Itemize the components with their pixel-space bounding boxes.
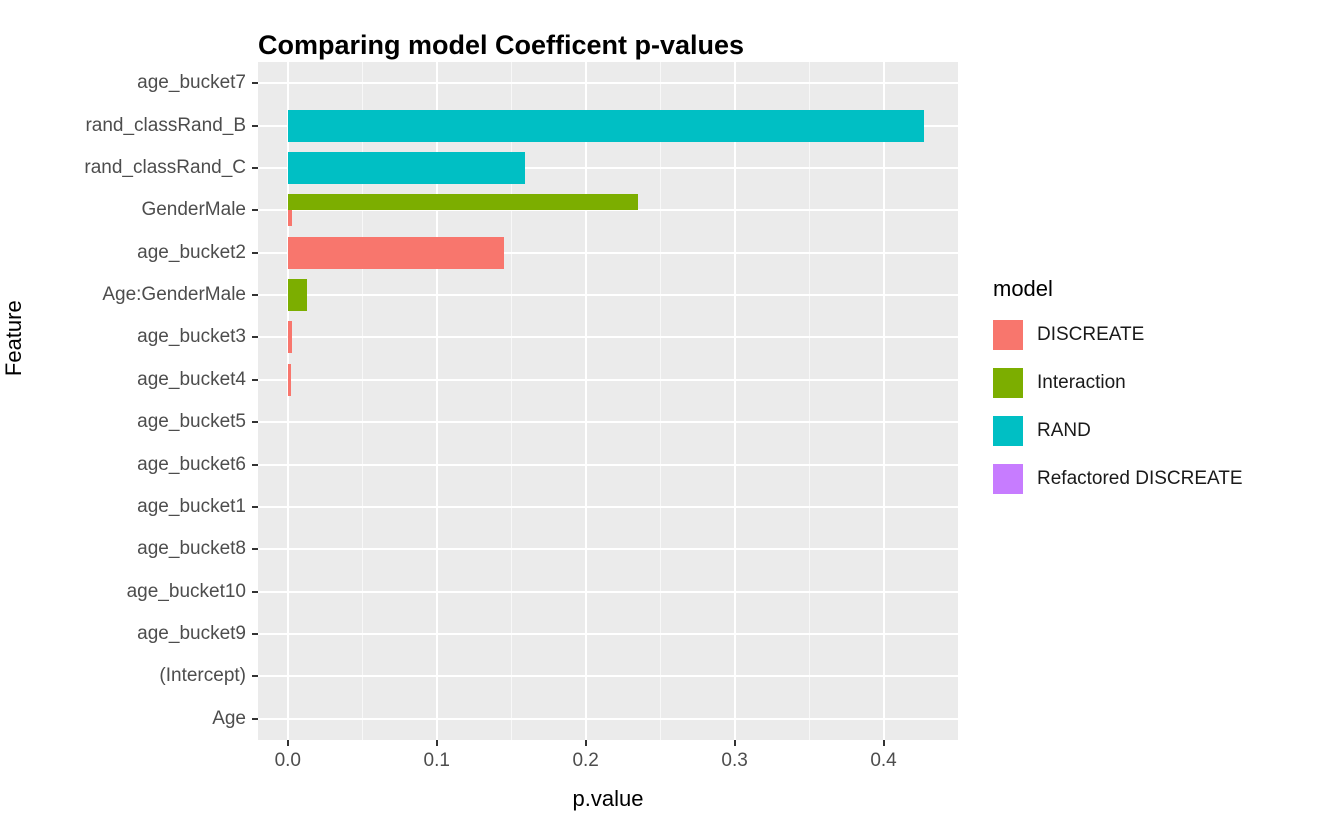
y-tick-label: age_bucket5 <box>137 411 246 433</box>
y-tick-label: age_bucket8 <box>137 538 246 560</box>
y-tick-mark <box>252 717 258 720</box>
x-tick-mark <box>733 740 736 746</box>
y-tick-mark <box>252 124 258 127</box>
x-axis-title: p.value <box>572 786 644 811</box>
bar-Age_GenderMale-Interaction <box>287 279 308 312</box>
gridline-minor <box>957 62 958 740</box>
legend-entry-interaction: Interaction <box>993 366 1243 400</box>
y-tick-label: GenderMale <box>141 199 246 221</box>
x-tick-mark <box>584 740 587 746</box>
gridline-category <box>258 209 958 212</box>
gridline-category <box>258 166 958 169</box>
y-tick-mark <box>252 421 258 424</box>
gridline-category <box>258 251 958 254</box>
y-tick-mark <box>252 633 258 636</box>
gridline-category <box>258 505 958 508</box>
legend-key-swatch <box>993 464 1023 494</box>
legend-entry-discreate: DISCREATE <box>993 318 1243 352</box>
y-tick-label: Age:GenderMale <box>102 284 246 306</box>
legend-key-swatch <box>993 368 1023 398</box>
y-tick-mark <box>252 209 258 212</box>
x-tick-mark <box>286 740 289 746</box>
x-tick-label: 0.3 <box>721 750 748 771</box>
legend-key-swatch <box>993 416 1023 446</box>
y-tick-label: age_bucket2 <box>137 241 246 263</box>
gridline-minor <box>510 62 512 740</box>
y-axis-title: Feature <box>1 300 26 377</box>
bar-rand_classRand_B-RAND <box>287 109 924 142</box>
y-tick-label: age_bucket6 <box>137 453 246 475</box>
gridline-category <box>258 421 958 424</box>
y-tick-label: age_bucket3 <box>137 326 246 348</box>
bar-GenderMale-DISCREATE <box>287 210 293 227</box>
y-tick-mark <box>252 675 258 678</box>
x-tick-label: 0.4 <box>870 750 897 771</box>
gridline-major <box>733 62 736 740</box>
bar-GenderMale-Interaction <box>287 194 638 211</box>
bar-age_bucket2-DISCREATE <box>287 236 504 269</box>
gridline-category <box>258 675 958 678</box>
legend-entry-refactored-discreate: Refactored DISCREATE <box>993 462 1243 496</box>
gridline-category <box>258 463 958 466</box>
gridline-category <box>258 717 958 720</box>
y-tick-label: (Intercept) <box>159 665 246 687</box>
y-tick-label: age_bucket4 <box>137 368 246 390</box>
legend: model DISCREATE Interaction RAND Refactored… <box>993 276 1243 510</box>
gridline-category <box>258 378 958 381</box>
gridline-category <box>258 590 958 593</box>
legend-label: DISCREATE <box>1037 324 1145 345</box>
y-tick-mark <box>252 294 258 297</box>
gridline-major <box>286 62 289 740</box>
legend-key-swatch <box>993 320 1023 350</box>
gridline-minor <box>361 62 363 740</box>
legend-label: Refactored DISCREATE <box>1037 468 1243 489</box>
y-tick-label: rand_classRand_C <box>84 156 246 178</box>
y-tick-mark <box>252 336 258 339</box>
gridline-major <box>435 62 438 740</box>
gridline-minor <box>659 62 661 740</box>
bar-age_bucket3-DISCREATE <box>287 321 293 354</box>
y-tick-mark <box>252 548 258 551</box>
y-tick-mark <box>252 463 258 466</box>
legend-entry-rand: RAND <box>993 414 1243 448</box>
y-tick-mark <box>252 82 258 85</box>
y-tick-mark <box>252 505 258 508</box>
y-tick-label: age_bucket1 <box>137 495 246 517</box>
y-tick-mark <box>252 166 258 169</box>
y-tick-label: Age <box>212 707 246 729</box>
y-tick-label: rand_classRand_B <box>85 114 246 136</box>
bar-age_bucket4-DISCREATE <box>287 363 291 396</box>
y-tick-mark <box>252 590 258 593</box>
gridline-category <box>258 294 958 297</box>
chart-title: Comparing model Coefficent p-values <box>258 30 745 61</box>
x-tick-label: 0.0 <box>274 750 301 771</box>
gridline-category <box>258 82 958 85</box>
x-tick-label: 0.2 <box>572 750 599 771</box>
y-tick-mark <box>252 378 258 381</box>
gridline-category <box>258 336 958 339</box>
legend-label: Interaction <box>1037 372 1126 393</box>
x-tick-mark <box>882 740 885 746</box>
x-tick-label: 0.1 <box>423 750 450 771</box>
gridline-minor <box>808 62 810 740</box>
x-tick-mark <box>435 740 438 746</box>
legend-title: model <box>993 276 1053 301</box>
gridline-major <box>882 62 885 740</box>
gridline-major <box>584 62 587 740</box>
bar-rand_classRand_C-RAND <box>287 151 525 184</box>
y-tick-label: age_bucket10 <box>126 580 246 602</box>
legend-entries: DISCREATE Interaction RAND Refactored DISCR… <box>993 318 1243 496</box>
gridline-category <box>258 633 958 636</box>
gridline-category <box>258 548 958 551</box>
y-tick-label: age_bucket9 <box>137 623 246 645</box>
y-tick-mark <box>252 251 258 254</box>
legend-label: RAND <box>1037 420 1091 441</box>
y-tick-label: age_bucket7 <box>137 72 246 94</box>
plot-panel <box>258 62 958 740</box>
